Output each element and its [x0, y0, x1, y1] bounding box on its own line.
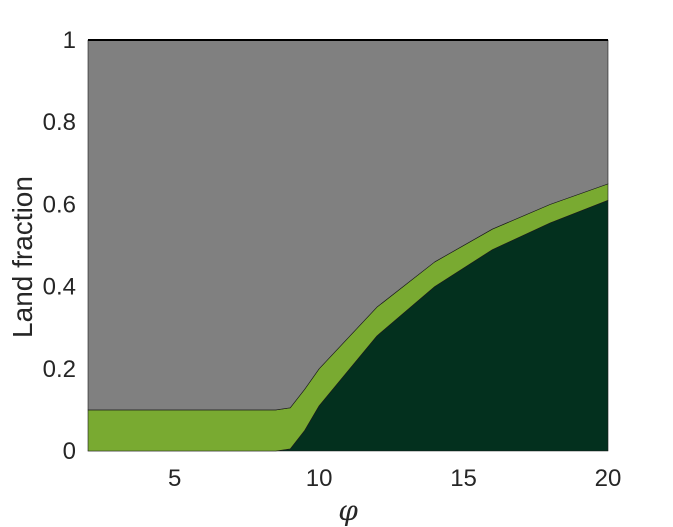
y-tick-labels: 0 0.2 0.4 0.6 0.8 1: [43, 27, 76, 465]
y-tick-label: 0: [63, 438, 76, 465]
x-axis-label: φ: [338, 494, 358, 527]
y-tick-label: 0.4: [43, 274, 76, 301]
y-tick-label: 0.6: [43, 191, 76, 218]
stacked-areas: [87, 39, 609, 452]
x-tick-label: 20: [595, 465, 622, 492]
x-tick-labels: 5 10 15 20: [168, 465, 621, 492]
y-tick-label: 1: [63, 27, 76, 54]
x-tick-label: 10: [306, 465, 333, 492]
x-tick-label: 15: [450, 465, 477, 492]
y-tick-label: 0.8: [43, 109, 76, 136]
y-axis-label: Land fraction: [7, 176, 38, 338]
x-tick-label: 5: [168, 465, 181, 492]
y-tick-label: 0.2: [43, 356, 76, 383]
